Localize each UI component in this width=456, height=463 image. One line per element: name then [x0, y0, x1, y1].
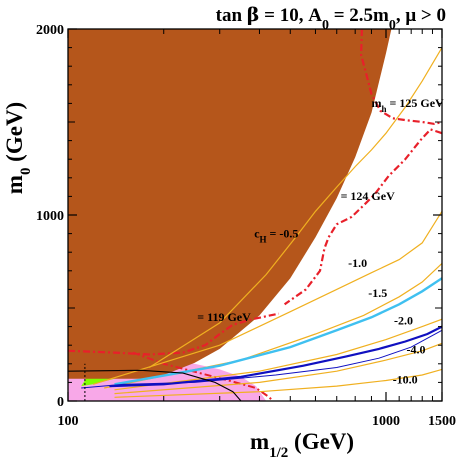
y-tick-label: 0	[57, 395, 64, 410]
chart-title: tan β = 10, A0 = 2.5m0, μ > 0	[216, 4, 446, 33]
ch-line-9	[114, 368, 442, 398]
ch-label-8: -4.0	[407, 343, 426, 357]
y-tick-label: 2000	[36, 23, 64, 38]
relic_edge-line-12	[81, 329, 442, 389]
bsmumu-line-10	[114, 277, 442, 386]
ch-line-5	[93, 210, 442, 385]
stau-lsp-region	[68, 29, 392, 379]
shaded-regions	[68, 29, 392, 401]
ch-label-5: -1.0	[348, 256, 367, 270]
ch-line-7	[114, 318, 442, 391]
ch-line-4	[148, 47, 442, 369]
ch-line-8	[114, 342, 442, 395]
higgs_low-line-3	[132, 351, 274, 401]
lep-line-13	[68, 369, 242, 401]
title-beta: β	[247, 4, 260, 26]
y-axis-label: m0 (GeV)	[2, 102, 34, 194]
higgs-label-0: mh = 125 GeV	[372, 96, 445, 114]
x-tick-label: 1500	[428, 414, 456, 429]
higgs-label-2: = 119 GeV	[197, 310, 251, 324]
x-axis-label: m1/2 (GeV)	[250, 429, 354, 461]
higgs-line-0	[359, 29, 442, 126]
higgs-label-1: = 124 GeV	[341, 189, 395, 203]
relic-line-11	[109, 325, 442, 388]
higgs-line-1	[283, 128, 442, 306]
x-tick-label: 1000	[372, 414, 400, 429]
higgs-line-2	[68, 312, 280, 356]
contour-labels: mh = 125 GeV = 124 GeV = 119 GeV cH = -0.5 -…	[197, 96, 444, 386]
ch-label-6: -1.5	[368, 286, 387, 300]
ch-label-4: cH = -0.5	[254, 226, 298, 244]
axis-ticks: 100 1000 1500 0 1000 2000	[36, 23, 456, 429]
y-tick-label: 1000	[36, 209, 64, 224]
ch-label-7: -2.0	[394, 314, 413, 328]
x-tick-label: 100	[58, 414, 79, 429]
contour-lines	[68, 29, 442, 401]
ch-label-9: -10.0	[393, 372, 418, 386]
